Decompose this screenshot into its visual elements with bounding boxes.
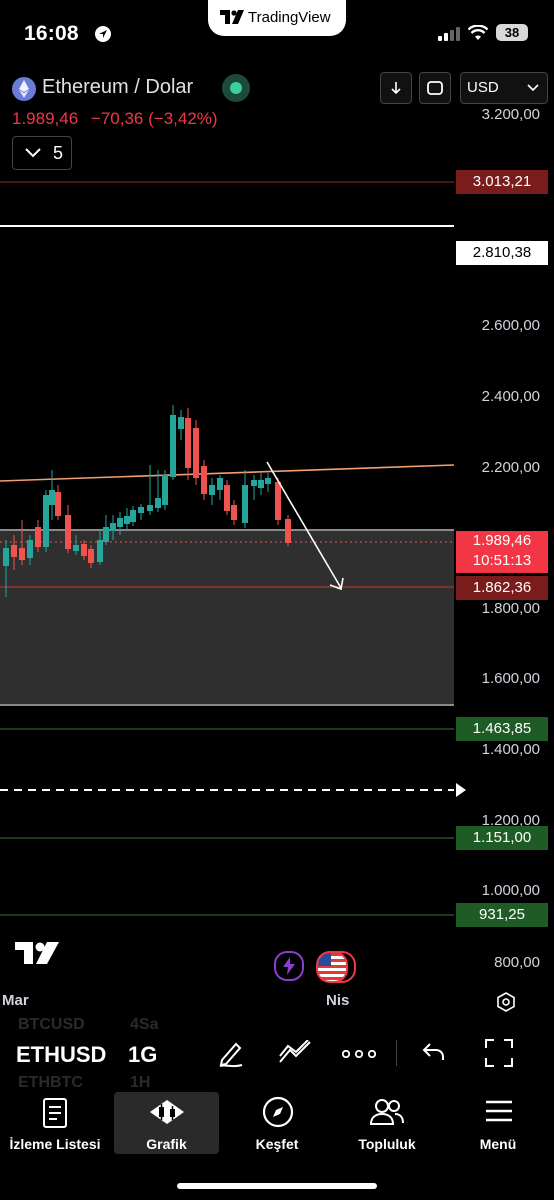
price-tag-white-level[interactable]: 2.810,38	[456, 241, 548, 265]
currency-select[interactable]: USD	[460, 72, 548, 104]
chevron-down-icon	[527, 84, 539, 92]
bar-countdown: 10:51:13	[472, 552, 532, 569]
trendline	[0, 464, 454, 482]
axis-label: 2.400,00	[481, 388, 540, 405]
tradingview-logo-icon	[15, 942, 59, 964]
battery-indicator: 38	[496, 24, 528, 41]
hamburger-icon	[486, 1100, 512, 1122]
price-tag-support-red[interactable]: 1.862,36	[456, 576, 548, 600]
symbol-toolbar: BTCUSD 4Sa ETHUSD 1G ETHBTC 1H	[0, 1016, 554, 1092]
price-tag-support-green[interactable]: 1.463,85	[456, 717, 548, 741]
tab-label: İzleme Listesi	[9, 1136, 101, 1152]
axis-label: 1.400,00	[481, 741, 540, 758]
symbol-selector[interactable]: ETHUSD	[16, 1042, 107, 1067]
price-change-line: 1.989,46 −70,36 (−3,42%)	[12, 109, 218, 129]
current-price-value: 1.989,46	[472, 532, 532, 549]
axis-label: 1.000,00	[481, 882, 540, 899]
tab-community[interactable]: Topluluk	[332, 1090, 442, 1152]
chart-settings-icon[interactable]	[495, 991, 517, 1013]
brand-name: TradingView	[248, 9, 331, 26]
brush-drawing-icon[interactable]	[216, 1038, 246, 1068]
home-indicator[interactable]	[177, 1183, 377, 1189]
tradingview-pill[interactable]: TradingView	[208, 0, 346, 36]
price-change: −70,36 (−3,42%)	[90, 109, 218, 128]
chart-layout-button[interactable]	[419, 72, 451, 104]
chevron-down-icon	[25, 148, 41, 158]
axis-label: 2.600,00	[481, 317, 540, 334]
location-icon	[95, 26, 111, 42]
tab-label: Topluluk	[358, 1136, 416, 1152]
community-icon	[370, 1099, 404, 1125]
flash-event-button[interactable]	[274, 951, 304, 981]
tab-label: Grafik	[146, 1136, 187, 1152]
tradingview-logo-icon	[220, 10, 244, 24]
arrow-down-icon	[391, 82, 401, 95]
candlestick-icon	[150, 1100, 184, 1124]
price-tag-support-green[interactable]: 931,25	[456, 903, 548, 927]
symbol-title[interactable]: Ethereum / Dolar	[42, 76, 194, 98]
range-zone	[0, 530, 454, 705]
projection-arrow[interactable]	[266, 461, 344, 591]
currency-label: USD	[467, 79, 499, 96]
wifi-icon	[468, 25, 488, 40]
ghost-prev-timeframe: 4Sa	[130, 1016, 159, 1033]
patterns-icon[interactable]	[278, 1040, 312, 1064]
tab-chart[interactable]: Grafik	[114, 1092, 219, 1154]
axis-label: 3.200,00	[481, 106, 540, 123]
ghost-prev-symbol: BTCUSD	[18, 1016, 85, 1033]
fullscreen-icon[interactable]	[484, 1038, 514, 1068]
compass-icon	[262, 1096, 294, 1128]
undo-icon[interactable]	[422, 1042, 446, 1062]
indicators-toggle[interactable]: 5	[12, 136, 72, 170]
play-marker-icon	[456, 783, 466, 797]
time-axis-label: Nis	[326, 992, 350, 1009]
candles	[3, 405, 291, 597]
tab-label: Keşfet	[255, 1136, 299, 1152]
tab-watchlist[interactable]: İzleme Listesi	[0, 1090, 110, 1152]
list-icon	[43, 1098, 67, 1128]
axis-label: 1.200,00	[481, 812, 540, 829]
lightning-icon	[283, 957, 295, 975]
ghost-next-symbol: ETHBTC	[18, 1074, 83, 1091]
ethereum-icon	[12, 77, 36, 101]
download-button[interactable]	[380, 72, 412, 104]
price-tag-support-green[interactable]: 1.151,00	[456, 826, 548, 850]
layout-icon	[427, 81, 443, 95]
price-tag-resistance[interactable]: 3.013,21	[456, 170, 548, 194]
tab-explore[interactable]: Keşfet	[222, 1090, 332, 1152]
us-flag-icon	[316, 951, 348, 983]
more-icon[interactable]	[342, 1050, 376, 1058]
status-time: 16:08	[24, 22, 79, 45]
tab-label: Menü	[479, 1136, 517, 1152]
economic-events-button[interactable]	[314, 950, 356, 983]
last-price: 1.989,46	[12, 109, 79, 128]
current-price-tag: 1.989,46 10:51:13	[456, 531, 548, 573]
axis-label: 1.600,00	[481, 670, 540, 687]
price-chart[interactable]	[0, 100, 454, 1020]
toolbar-divider	[396, 1040, 397, 1066]
status-bar: 16:08 TradingView 38	[0, 0, 554, 64]
ghost-next-timeframe: 1H	[130, 1074, 151, 1091]
time-axis-label: Mar	[2, 992, 29, 1009]
axis-label: 800,00	[494, 954, 540, 971]
bottom-tab-bar: İzleme Listesi Grafik Keşfet Topluluk Me…	[0, 1090, 554, 1200]
market-open-indicator	[222, 74, 250, 102]
axis-label: 1.800,00	[481, 600, 540, 617]
signal-icon	[438, 27, 460, 41]
axis-label: 2.200,00	[481, 459, 540, 476]
indicator-count: 5	[53, 143, 64, 163]
tab-menu[interactable]: Menü	[443, 1090, 553, 1152]
timeframe-selector[interactable]: 1G	[128, 1042, 158, 1067]
